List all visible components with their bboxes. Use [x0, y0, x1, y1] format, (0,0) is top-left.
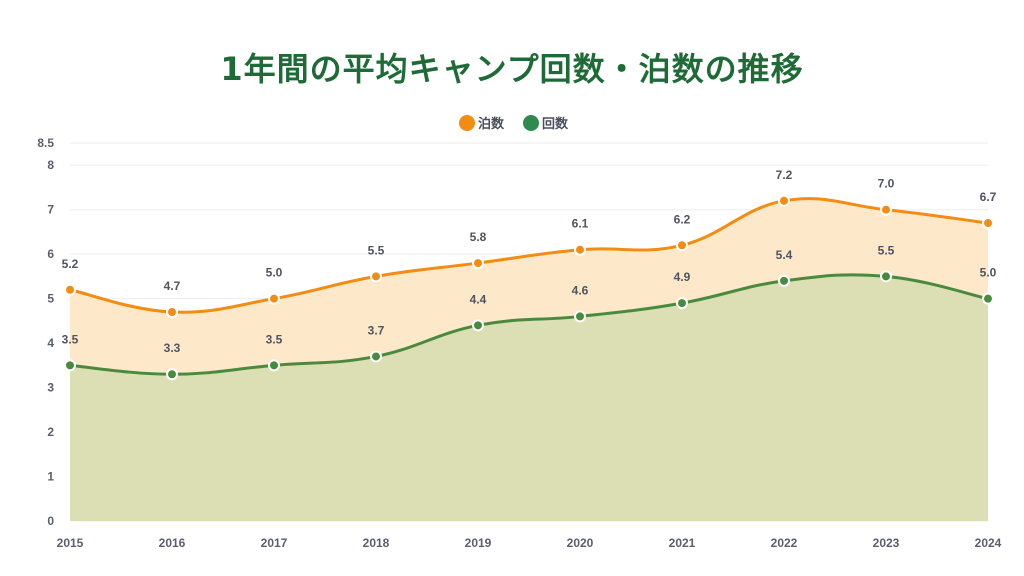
y-tick-label: 0	[47, 514, 54, 528]
data-label: 3.5	[62, 332, 79, 346]
data-label: 5.4	[776, 248, 793, 262]
data-point	[64, 359, 76, 372]
y-tick-label: 8	[47, 158, 54, 172]
data-point	[676, 297, 688, 310]
x-tick-label: 2016	[159, 536, 186, 550]
data-point	[64, 283, 76, 296]
data-label: 5.5	[368, 243, 385, 257]
y-tick-label: 5	[47, 292, 54, 306]
legend-label: 回数	[542, 116, 569, 132]
data-label: 3.5	[266, 332, 283, 346]
data-point	[268, 359, 280, 372]
x-tick-label: 2023	[873, 536, 900, 550]
data-point	[472, 319, 484, 332]
data-label: 3.3	[164, 341, 181, 355]
legend-marker	[523, 115, 539, 131]
data-label: 6.1	[572, 217, 589, 231]
data-label: 5.0	[980, 266, 997, 280]
data-label: 5.5	[878, 243, 895, 257]
data-point	[268, 292, 280, 305]
data-point	[880, 203, 892, 216]
chart-title: 1年間の平均キャンプ回数・泊数の推移	[220, 50, 804, 88]
y-tick-label: 6	[47, 247, 54, 261]
area-fill-1	[70, 274, 988, 521]
data-label: 4.4	[470, 292, 487, 306]
data-point	[574, 310, 586, 323]
y-tick-label: 7	[47, 203, 54, 217]
legend-marker	[459, 115, 475, 131]
x-tick-label: 2021	[669, 536, 696, 550]
x-tick-label: 2019	[465, 536, 492, 550]
data-label: 5.2	[62, 257, 79, 271]
data-label: 5.0	[266, 266, 283, 280]
data-label: 4.6	[572, 283, 589, 297]
data-label: 4.7	[164, 279, 181, 293]
y-tick-label: 2	[47, 425, 54, 439]
x-tick-label: 2020	[567, 536, 594, 550]
data-point	[676, 239, 688, 252]
data-label: 7.2	[776, 168, 793, 182]
x-tick-label: 2024	[975, 536, 1002, 550]
x-tick-label: 2018	[363, 536, 390, 550]
series-line-1	[69, 273, 989, 376]
x-tick-label: 2015	[57, 536, 84, 550]
data-point	[982, 292, 994, 305]
data-label: 6.2	[674, 212, 691, 226]
data-label: 3.7	[368, 323, 385, 337]
data-label: 4.9	[674, 270, 691, 284]
data-label: 7.0	[878, 177, 895, 191]
y-tick-label: 3	[47, 381, 54, 395]
data-point	[370, 270, 382, 283]
y-tick-label: 8.5	[37, 136, 54, 150]
data-point	[166, 368, 178, 381]
data-point	[880, 270, 892, 283]
data-point	[778, 194, 790, 207]
data-label: 5.8	[470, 230, 487, 244]
x-tick-label: 2017	[261, 536, 288, 550]
data-point	[982, 217, 994, 230]
data-point	[472, 257, 484, 270]
y-tick-label: 1	[47, 470, 54, 484]
y-tick-label: 4	[47, 336, 54, 350]
data-point	[370, 350, 382, 363]
series-line-0	[69, 197, 989, 314]
data-point	[574, 243, 586, 256]
x-tick-label: 2022	[771, 536, 798, 550]
data-point	[778, 274, 790, 287]
legend-label: 泊数	[478, 116, 505, 132]
data-point	[166, 305, 178, 318]
data-label: 6.7	[980, 190, 997, 204]
